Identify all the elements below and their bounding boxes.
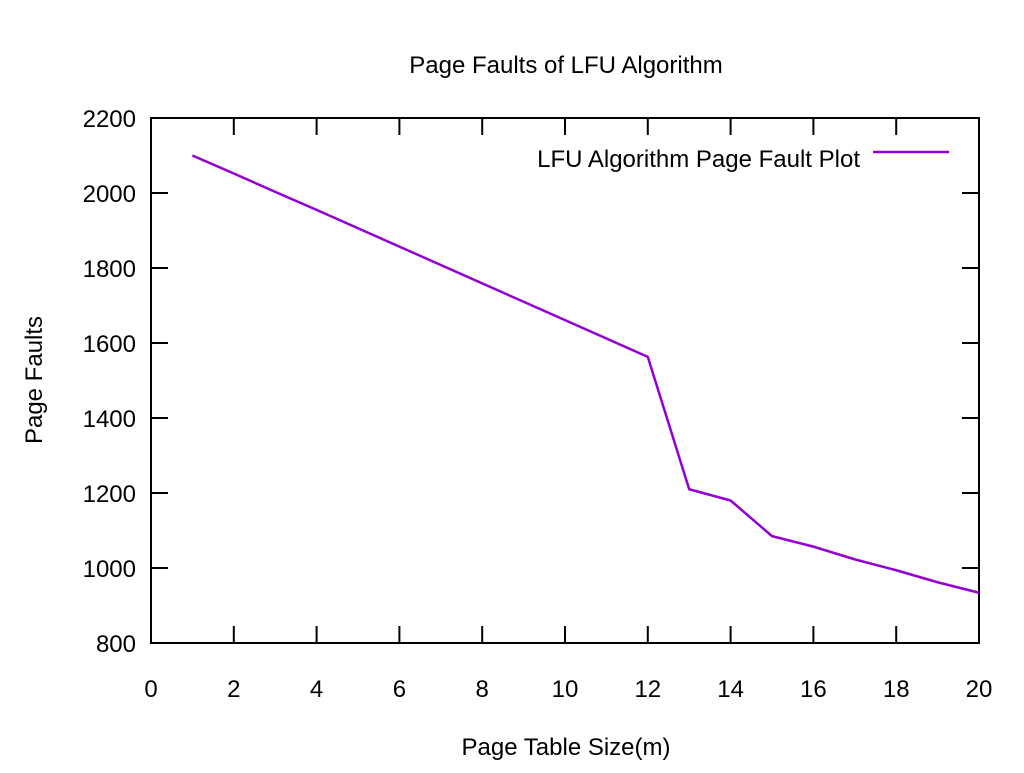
plot-frame	[150, 117, 980, 644]
x-tick-label: 6	[393, 676, 406, 703]
x-tick-label: 10	[552, 676, 579, 703]
y-tick-label: 1600	[83, 331, 136, 358]
x-tick-label: 2	[227, 676, 240, 703]
axis-ticks	[150, 117, 980, 644]
series-lines	[191, 154, 980, 594]
x-tick-label: 12	[634, 676, 661, 703]
y-tick-label: 2000	[83, 181, 136, 208]
x-tick-label: 16	[800, 676, 827, 703]
y-tick-label: 1400	[83, 406, 136, 433]
legend-label: LFU Algorithm Page Fault Plot	[537, 146, 860, 173]
chart-title: Page Faults of LFU Algorithm	[409, 52, 722, 79]
y-tick-label: 1200	[83, 481, 136, 508]
x-tick-label: 18	[883, 676, 910, 703]
x-axis-label: Page Table Size(m)	[462, 734, 671, 761]
x-tick-label: 14	[717, 676, 744, 703]
y-tick-label: 1000	[83, 556, 136, 583]
tick-labels: 0 2 4 6 8 10 12 14 16 18 20 800 1000 1200 1400 1600 1800…	[83, 106, 993, 703]
x-tick-label: 8	[476, 676, 489, 703]
y-tick-label: 2200	[83, 106, 136, 133]
legend: LFU Algorithm Page Fault Plot	[537, 146, 949, 173]
x-tick-label: 4	[310, 676, 323, 703]
y-tick-label: 800	[96, 631, 136, 658]
series-line	[191, 154, 980, 594]
y-axis-label: Page Faults	[21, 316, 48, 444]
x-tick-label: 0	[144, 676, 157, 703]
y-tick-label: 1800	[83, 256, 136, 283]
x-tick-label: 20	[966, 676, 993, 703]
